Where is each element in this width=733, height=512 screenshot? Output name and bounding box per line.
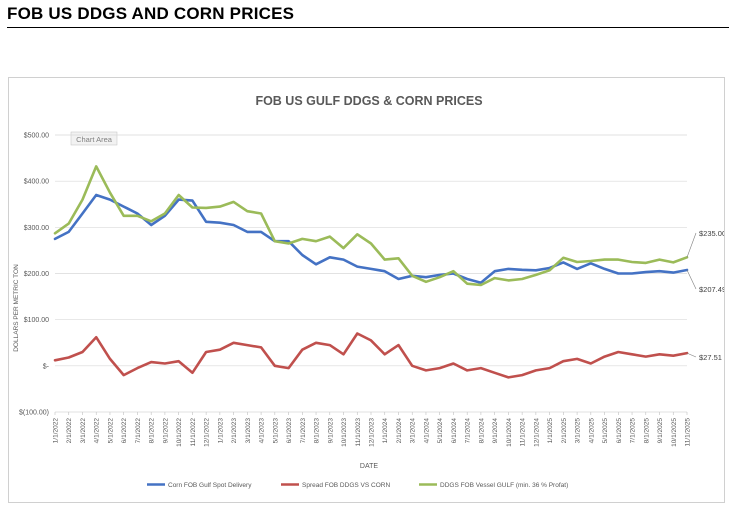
y-tick-label: $500.00	[24, 133, 49, 140]
legend-label: DDGS FOB Vessel GULF (min. 36 % Profat)	[440, 482, 568, 489]
x-tick-label: 9/1/2023	[327, 418, 334, 444]
legend-label: Spread FOB DDGS VS CORN	[302, 482, 390, 489]
chart-frame[interactable]: FOB US GULF DDGS & CORN PRICES Chart Are…	[8, 77, 726, 503]
x-tick-label: 11/1/2025	[685, 418, 692, 447]
x-tick-label: 2/1/2025	[561, 418, 568, 444]
x-tick-label: 6/1/2022	[121, 418, 128, 444]
chart-title: FOB US GULF DDGS & CORN PRICES	[255, 94, 482, 108]
series-line-0[interactable]	[53, 193, 689, 284]
y-axis-label: DOLLARS PER METRIC TON	[13, 264, 20, 352]
x-tick-label: 9/1/2022	[162, 418, 169, 444]
x-tick-label: 1/1/2024	[382, 418, 389, 444]
x-axis-label: DATE	[360, 463, 378, 470]
y-tick-label: $100.00	[24, 317, 49, 324]
x-tick-label: 10/1/2022	[176, 418, 183, 447]
x-tick-label: 9/1/2025	[657, 418, 664, 444]
y-tick-label: $300.00	[24, 225, 49, 232]
x-tick-label: 11/1/2024	[520, 418, 527, 447]
x-tick-label: 7/1/2024	[465, 418, 472, 444]
x-tick-label: 2/1/2024	[396, 418, 403, 444]
y-tick-label: $(100.00)	[19, 410, 49, 417]
line-chart: FOB US GULF DDGS & CORN PRICES Chart Are…	[13, 94, 726, 489]
x-tick-label: 1/1/2022	[53, 418, 60, 444]
x-tick-label: 2/1/2022	[66, 418, 73, 444]
end-label-leader	[686, 269, 697, 290]
x-tick-label: 12/1/2023	[369, 418, 376, 447]
x-tick-label: 5/1/2024	[437, 418, 444, 444]
x-tick-label: 7/1/2025	[630, 418, 637, 444]
x-tick-label: 4/1/2025	[588, 418, 595, 444]
x-tick-label: 6/1/2023	[286, 418, 293, 444]
x-tick-label: 6/1/2025	[616, 418, 623, 444]
end-label-leader	[686, 232, 697, 258]
x-tick-label: 11/1/2023	[355, 418, 362, 447]
legend-label: Corn FOB Gulf Spot Delivery	[168, 482, 252, 489]
x-tick-label: 11/1/2022	[190, 418, 197, 447]
x-tick-label: 8/1/2022	[149, 418, 156, 444]
end-value-label: $207.49	[699, 285, 724, 294]
y-tick-label: $400.00	[24, 179, 49, 186]
x-tick-label: 3/1/2023	[245, 418, 252, 444]
x-tick-label: 10/1/2024	[506, 418, 513, 447]
x-tick-label: 4/1/2022	[94, 418, 101, 444]
x-tick-label: 12/1/2022	[204, 418, 211, 447]
series-line-2[interactable]	[53, 165, 689, 287]
y-tick-label: $200.00	[24, 271, 49, 278]
end-label-leader	[686, 352, 697, 358]
x-tick-label: 1/1/2025	[547, 418, 554, 444]
x-tick-label: 6/1/2024	[451, 418, 458, 444]
page-title: FOB US DDGS AND CORN PRICES	[7, 4, 295, 23]
x-tick-label: 10/1/2025	[671, 418, 678, 447]
title-divider	[7, 27, 729, 28]
y-tick-label: $-	[43, 363, 50, 370]
x-tick-label: 3/1/2022	[80, 418, 87, 444]
x-tick-label: 8/1/2025	[643, 418, 650, 444]
x-tick-label: 3/1/2025	[575, 418, 582, 444]
end-value-label: $235.00	[699, 229, 724, 238]
x-tick-label: 1/1/2023	[217, 418, 224, 444]
x-tick-label: 8/1/2024	[478, 418, 485, 444]
x-tick-label: 4/1/2023	[259, 418, 266, 444]
chart-area-tooltip: Chart Area	[76, 135, 113, 144]
x-tick-label: 12/1/2024	[533, 418, 540, 447]
x-tick-label: 10/1/2023	[341, 418, 348, 447]
x-tick-label: 4/1/2024	[423, 418, 430, 444]
x-tick-label: 9/1/2024	[492, 418, 499, 444]
x-tick-label: 2/1/2023	[231, 418, 238, 444]
x-tick-label: 5/1/2023	[272, 418, 279, 444]
x-tick-label: 7/1/2023	[300, 418, 307, 444]
x-tick-label: 5/1/2022	[107, 418, 114, 444]
series-line-1[interactable]	[53, 332, 689, 379]
x-tick-label: 8/1/2023	[314, 418, 321, 444]
x-tick-label: 3/1/2024	[410, 418, 417, 444]
end-value-label: $27.51	[699, 353, 722, 362]
x-tick-label: 5/1/2025	[602, 418, 609, 444]
x-tick-label: 7/1/2022	[135, 418, 142, 444]
